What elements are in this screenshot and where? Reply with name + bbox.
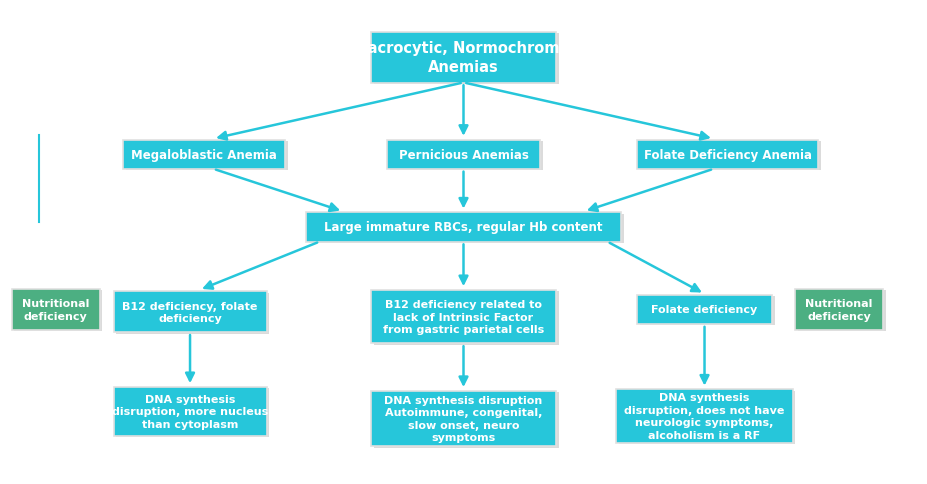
Text: B12 deficiency, folate
deficiency: B12 deficiency, folate deficiency [122, 301, 258, 323]
FancyBboxPatch shape [797, 290, 885, 332]
Text: DNA synthesis disruption
Autoimmune, congenital,
slow onset, neuro
symptoms: DNA synthesis disruption Autoimmune, con… [385, 395, 542, 442]
Text: Large immature RBCs, regular Hb content: Large immature RBCs, regular Hb content [324, 221, 603, 234]
FancyBboxPatch shape [616, 390, 793, 443]
Text: DNA synthesis
disruption, does not have
neurologic symptoms,
alcoholism is a RF: DNA synthesis disruption, does not have … [624, 393, 785, 440]
FancyBboxPatch shape [371, 391, 556, 446]
FancyBboxPatch shape [637, 140, 819, 169]
FancyBboxPatch shape [125, 142, 287, 171]
FancyBboxPatch shape [637, 295, 771, 324]
Text: Megaloblastic Anemia: Megaloblastic Anemia [131, 149, 277, 161]
FancyBboxPatch shape [306, 213, 621, 242]
Text: Pernicious Anemias: Pernicious Anemias [399, 149, 528, 161]
FancyBboxPatch shape [371, 290, 556, 344]
FancyBboxPatch shape [122, 140, 286, 169]
Text: Nutritional
deficiency: Nutritional deficiency [22, 299, 89, 321]
FancyBboxPatch shape [309, 214, 624, 243]
FancyBboxPatch shape [113, 387, 267, 436]
FancyBboxPatch shape [116, 293, 269, 334]
FancyBboxPatch shape [11, 289, 100, 331]
Text: Folate deficiency: Folate deficiency [652, 305, 757, 315]
Text: DNA synthesis
disruption, more nucleus
than cytoplasm: DNA synthesis disruption, more nucleus t… [112, 394, 268, 429]
Text: Macrocytic, Normochromic
Anemias: Macrocytic, Normochromic Anemias [353, 41, 574, 75]
FancyBboxPatch shape [371, 33, 556, 83]
FancyBboxPatch shape [640, 297, 774, 326]
FancyBboxPatch shape [113, 291, 267, 333]
FancyBboxPatch shape [640, 142, 820, 171]
FancyBboxPatch shape [14, 290, 102, 332]
FancyBboxPatch shape [374, 34, 559, 85]
FancyBboxPatch shape [619, 391, 795, 444]
Text: B12 deficiency related to
lack of Intrinsic Factor
from gastric parietal cells: B12 deficiency related to lack of Intrin… [383, 300, 544, 334]
FancyBboxPatch shape [387, 140, 540, 169]
FancyBboxPatch shape [794, 289, 883, 331]
FancyBboxPatch shape [374, 292, 559, 345]
FancyBboxPatch shape [116, 389, 269, 437]
FancyBboxPatch shape [389, 142, 543, 171]
FancyBboxPatch shape [374, 392, 559, 448]
Text: Nutritional
deficiency: Nutritional deficiency [806, 299, 872, 321]
Text: Folate Deficiency Anemia: Folate Deficiency Anemia [643, 149, 812, 161]
